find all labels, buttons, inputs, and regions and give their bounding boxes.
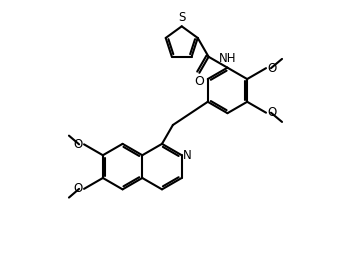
Text: N: N [183, 149, 192, 162]
Text: O: O [267, 106, 276, 119]
Text: O: O [267, 62, 276, 75]
Text: S: S [178, 11, 185, 24]
Text: O: O [74, 138, 83, 151]
Text: O: O [194, 75, 204, 88]
Text: NH: NH [219, 52, 236, 65]
Text: O: O [74, 182, 83, 195]
